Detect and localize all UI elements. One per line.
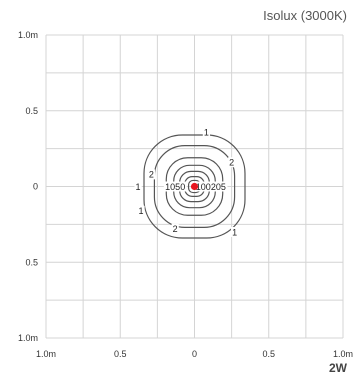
contour-label: 100205: [196, 182, 226, 192]
contour-label: 1: [232, 227, 237, 237]
y-tick-label: 1.0m: [18, 333, 38, 343]
x-tick-label: 1.0m: [333, 349, 353, 359]
x-tick-label: 0.5: [262, 349, 275, 359]
contour-label-bg: [230, 226, 239, 237]
contour-line: [153, 144, 236, 229]
contour-label-bg: [163, 181, 187, 192]
contour-label-bg: [147, 169, 156, 180]
center-point: [190, 182, 199, 191]
contour-label: 1: [136, 182, 141, 192]
contour-label: 2: [149, 170, 154, 180]
x-tick-label: 0.5: [114, 349, 127, 359]
contour-label-bg: [137, 205, 145, 216]
contour-label: 1050: [165, 182, 185, 192]
contour-label: 2: [173, 224, 178, 234]
contour-label-bg: [171, 223, 179, 234]
power-label: 2W: [329, 361, 347, 375]
contour-label: 1: [139, 206, 144, 216]
y-tick-label: 1.0m: [18, 30, 38, 40]
contour-label-bg: [228, 157, 236, 168]
x-tick-label: 0: [192, 349, 197, 359]
contour-label-bg: [134, 181, 142, 192]
contour-label-bg: [202, 126, 210, 137]
y-tick-label: 0: [33, 182, 38, 192]
contour-line: [143, 134, 246, 239]
contour-label-bg: [194, 181, 228, 192]
chart-title: Isolux (3000K): [263, 8, 347, 23]
x-tick-label: 1.0m: [36, 349, 56, 359]
y-tick-label: 0.5: [25, 106, 38, 116]
contour-label: 1: [204, 127, 209, 137]
y-tick-label: 0.5: [25, 257, 38, 267]
contour-label: 2: [229, 158, 234, 168]
